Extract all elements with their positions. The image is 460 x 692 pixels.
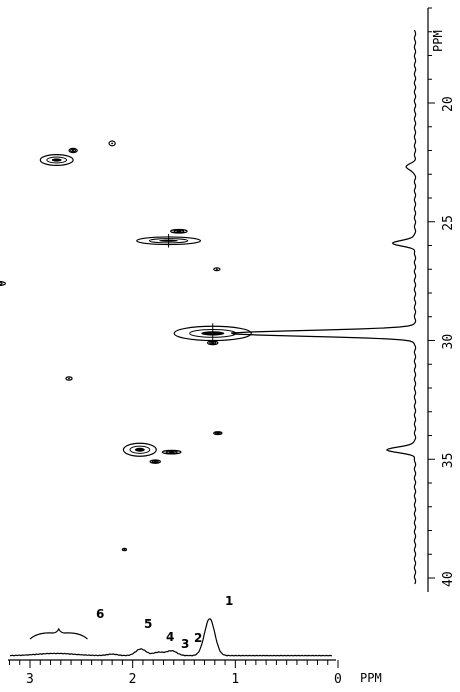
h1-projection-trace	[10, 618, 333, 657]
y-axis-label: PPM	[431, 30, 445, 52]
cross-peak-contours	[0, 140, 252, 552]
x-tick-label: 0	[334, 672, 342, 687]
cross-peak-contour-core	[123, 548, 126, 551]
cross-peak-contour-core	[168, 451, 175, 453]
cross-peak-contour-core	[176, 230, 182, 233]
x-tick-label: 3	[26, 672, 34, 687]
cross-peak-contour-mid	[173, 229, 185, 233]
cross-peak-contour-mid	[209, 341, 217, 345]
cross-peak	[68, 147, 78, 154]
cross-peak-contour-core	[216, 432, 220, 434]
cross-peak-contour-core	[71, 149, 75, 152]
cross-peak-contour-core	[68, 377, 71, 380]
peak-label-5: 5	[144, 617, 152, 631]
cross-peak-contour-core	[134, 447, 145, 452]
peak-label-1: 1	[225, 594, 233, 608]
x-tick-label: 1	[231, 672, 239, 687]
peak-label-4: 4	[166, 630, 174, 644]
cross-peak-contour-mid	[0, 282, 3, 285]
cross-peak	[65, 376, 73, 381]
cross-peak-contour-outer	[213, 431, 223, 436]
x-axis: 3 2 1 0	[8, 659, 342, 687]
cross-peak-contour-core	[153, 460, 157, 463]
peak-label-2: 2	[194, 631, 202, 645]
peak-6-brace	[29, 627, 88, 640]
cross-peak-contour-mid	[151, 460, 159, 464]
cross-peak	[161, 449, 182, 455]
cross-peak	[173, 323, 252, 344]
cross-peak-contour-outer	[149, 459, 161, 464]
h1-projection	[10, 618, 333, 657]
cross-peak	[213, 431, 223, 436]
cross-peak-contour-mid	[70, 148, 77, 153]
cross-peak-contour-outer	[65, 376, 73, 381]
cross-peak-contour-core	[211, 342, 215, 344]
cross-peak-contour-mid	[165, 450, 178, 454]
cross-peak-contour-outer	[0, 280, 6, 287]
cross-peak-contour-outer	[108, 140, 116, 147]
cross-peak-contour-mid	[129, 445, 151, 454]
y-tick-label: 30	[441, 334, 456, 350]
y-tick-label: 35	[441, 453, 456, 469]
cross-peak	[170, 228, 188, 234]
c13-projection-trace	[230, 29, 417, 585]
x-tick-label: 2	[129, 672, 137, 687]
peak-label-3: 3	[181, 637, 189, 651]
cross-peak	[149, 459, 161, 464]
y-axis: 20 25 30 35 40	[427, 7, 456, 592]
cross-peak-contour-outer	[121, 547, 128, 552]
y-tick-label: 40	[441, 571, 456, 587]
cross-peak-contour-outer	[68, 147, 78, 154]
y-tick-label: 20	[441, 96, 456, 112]
cross-peak-contour-outer	[122, 442, 157, 457]
cross-peak-contour-outer	[207, 340, 219, 346]
cross-peak-contour-core	[111, 142, 114, 145]
cross-peak-contour-outer	[170, 228, 188, 234]
cross-peak-contour-outer	[161, 449, 182, 455]
cross-peak	[121, 547, 128, 552]
x-axis-label: PPM	[360, 671, 382, 685]
cross-peak	[108, 140, 116, 147]
c13-projection	[230, 29, 417, 585]
cross-peak-contour-mid	[46, 156, 68, 164]
cross-peak	[136, 233, 202, 248]
cross-peak	[207, 340, 219, 346]
cross-peak-contour-outer	[39, 154, 74, 166]
cross-peak-contour-core	[51, 158, 62, 162]
cross-peak	[122, 442, 157, 457]
cross-peak	[213, 267, 221, 272]
y-tick-label: 25	[441, 215, 456, 231]
cross-peak-contour-core	[215, 268, 218, 271]
cross-peak	[0, 280, 6, 287]
cross-peak	[39, 154, 74, 166]
peak-label-6: 6	[96, 607, 104, 621]
cross-peak-contour-outer	[213, 267, 221, 272]
